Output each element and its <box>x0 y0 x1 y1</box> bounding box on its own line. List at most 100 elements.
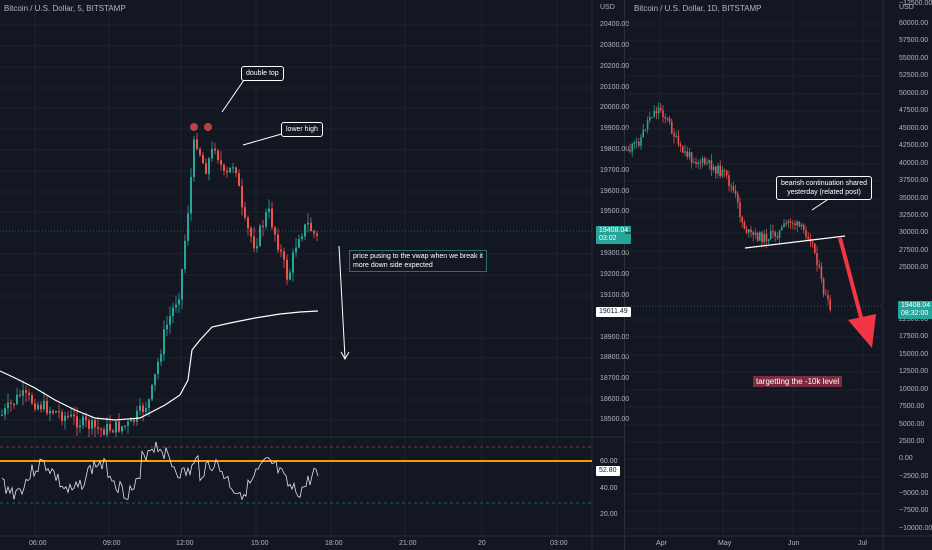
candle-body <box>271 208 273 228</box>
candle-body <box>756 232 759 241</box>
candle-body <box>783 223 785 228</box>
candle-body <box>721 169 724 177</box>
candle-body <box>662 110 664 117</box>
candle-body <box>307 222 309 225</box>
price-axis-label: 2500.00 <box>899 438 925 445</box>
daily-current-price-tag: 19408.04 08:32:00 <box>898 301 932 319</box>
candle-body <box>759 232 761 241</box>
rsi-axis-label: 20.00 <box>600 511 618 518</box>
candle-body <box>286 259 288 280</box>
candle-body <box>169 316 171 325</box>
support-trendline <box>744 235 846 249</box>
candle-body <box>785 223 787 225</box>
candle-body <box>232 167 234 169</box>
candle-body <box>85 416 87 421</box>
price-axis-label: 60000.00 <box>899 20 929 27</box>
intraday-bar-countdown: 03:02 <box>599 235 617 242</box>
candle-body <box>211 148 213 159</box>
candle-body <box>664 116 666 119</box>
candle-body <box>220 160 222 165</box>
double-top-callout[interactable]: double top <box>241 66 284 81</box>
candle-body <box>704 158 706 164</box>
candle-body <box>217 150 219 161</box>
candle-body <box>642 129 644 138</box>
bearish-continuation-callout[interactable]: bearish continuation shared yesterday (r… <box>776 176 873 200</box>
candle-body <box>106 423 108 435</box>
daily-chart-pane[interactable]: Bitcoin / U.S. Dollar, 1D, BITSTAMP USD 6… <box>625 0 932 550</box>
candle-body <box>103 429 105 435</box>
candle-body <box>241 186 243 208</box>
candle-body <box>653 111 655 117</box>
candle-body <box>706 162 708 164</box>
time-axis-label: 03:00 <box>550 540 568 547</box>
price-axis-label: 45000.00 <box>899 125 929 132</box>
price-axis-label: 5000.00 <box>899 421 925 428</box>
candle-body <box>807 236 809 239</box>
candle-body <box>734 190 737 194</box>
candle-body <box>668 118 671 122</box>
candle-body <box>193 139 195 178</box>
candle-body <box>202 154 204 164</box>
candle-body <box>196 139 198 149</box>
candle-body <box>644 129 647 131</box>
candle-body <box>13 403 15 405</box>
price-axis-label: 22500.00 <box>899 316 929 323</box>
candle-body <box>157 361 159 374</box>
candle-body <box>1 414 3 417</box>
candle-body <box>130 418 132 422</box>
candle-body <box>46 400 48 414</box>
price-axis-label: −5000.00 <box>899 490 929 497</box>
candle-body <box>646 120 649 130</box>
daily-current-price: 19408.04 <box>901 302 931 309</box>
candle-body <box>649 117 651 121</box>
time-axis-label: May <box>718 540 732 547</box>
price-axis-label: −2500.00 <box>899 473 929 480</box>
time-axis-label: 12:00 <box>176 540 194 547</box>
price-axis-label: 19600.00 <box>600 188 630 195</box>
candle-body <box>712 166 715 171</box>
daily-chart-canvas[interactable] <box>625 0 932 550</box>
vwap-note[interactable]: price pusing to the vwap when we break i… <box>349 250 487 272</box>
candle-body <box>118 421 120 432</box>
candle-body <box>679 144 682 147</box>
price-axis-label: 47500.00 <box>899 107 929 114</box>
down-arrow-shaft <box>338 245 346 359</box>
candle-body <box>310 222 312 232</box>
daily-bar-countdown: 08:32:00 <box>901 310 929 317</box>
candle-body <box>794 223 796 226</box>
candle-body <box>829 299 831 311</box>
vwap-line <box>0 310 319 421</box>
candle-body <box>40 404 42 410</box>
candle-body <box>701 158 704 163</box>
candle-body <box>803 224 805 231</box>
time-axis-label: Jul <box>858 540 867 547</box>
intraday-chart-pane[interactable]: Bitcoin / U.S. Dollar, 5, BITSTAMP USD 20… <box>0 0 632 550</box>
vwap-note-line2: more down side expected <box>353 262 433 269</box>
candle-body <box>31 395 33 404</box>
candle-body <box>34 403 36 410</box>
candle-body <box>745 228 748 233</box>
candle-body <box>772 231 774 233</box>
intraday-chart-canvas[interactable] <box>0 0 624 550</box>
time-axis-label: 20 <box>478 540 486 547</box>
price-axis-label: 32500.00 <box>899 212 929 219</box>
candle-body <box>238 173 240 187</box>
lower-high-callout[interactable]: lower high <box>281 122 323 137</box>
candle-body <box>70 414 72 417</box>
time-axis-label: 09:00 <box>103 540 121 547</box>
price-axis-label: 19100.00 <box>600 292 630 299</box>
price-axis-label: 20300.00 <box>600 42 630 49</box>
daily-chart-title: Bitcoin / U.S. Dollar, 1D, BITSTAMP <box>634 4 762 13</box>
down-arrow-head <box>340 351 350 361</box>
price-axis-label: 19500.00 <box>600 208 630 215</box>
candle-body <box>316 233 318 236</box>
price-axis-label: 40000.00 <box>899 160 929 167</box>
candle-body <box>633 142 636 144</box>
target-label[interactable]: targetting the -10k level <box>753 376 843 387</box>
candle-body <box>16 394 18 404</box>
candle-body <box>723 169 726 171</box>
candle-body <box>208 158 210 174</box>
candle-body <box>671 121 673 134</box>
price-axis-label: USD <box>600 4 615 11</box>
candle-body <box>94 419 96 428</box>
